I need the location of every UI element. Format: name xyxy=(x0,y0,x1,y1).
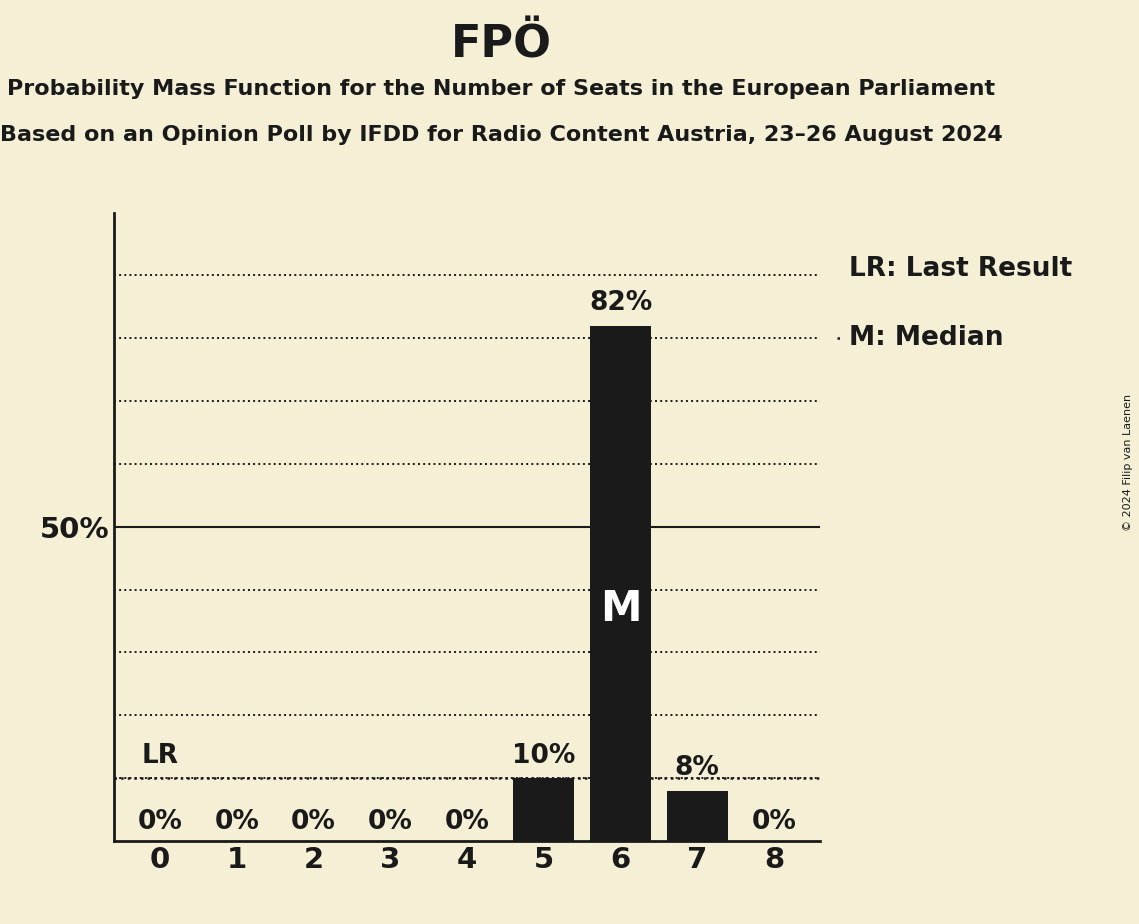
Text: LR: LR xyxy=(141,743,179,769)
Text: 0%: 0% xyxy=(138,808,182,834)
Text: 0%: 0% xyxy=(752,808,796,834)
Text: M: M xyxy=(600,588,641,630)
Bar xyxy=(666,791,728,841)
Text: 0%: 0% xyxy=(444,808,490,834)
Text: 82%: 82% xyxy=(589,290,653,316)
Text: M: Median: M: Median xyxy=(849,325,1003,351)
Text: 10%: 10% xyxy=(513,743,575,769)
Text: © 2024 Filip van Laenen: © 2024 Filip van Laenen xyxy=(1123,394,1133,530)
Bar xyxy=(513,778,574,841)
Text: 0%: 0% xyxy=(292,808,336,834)
Text: FPÖ: FPÖ xyxy=(451,23,551,67)
Text: 0%: 0% xyxy=(214,808,260,834)
Bar xyxy=(590,325,652,841)
Text: LR: Last Result: LR: Last Result xyxy=(849,256,1072,282)
Text: Based on an Opinion Poll by IFDD for Radio Content Austria, 23–26 August 2024: Based on an Opinion Poll by IFDD for Rad… xyxy=(0,125,1002,145)
Text: 0%: 0% xyxy=(368,808,412,834)
Text: Probability Mass Function for the Number of Seats in the European Parliament: Probability Mass Function for the Number… xyxy=(7,79,995,99)
Text: 8%: 8% xyxy=(674,755,720,781)
